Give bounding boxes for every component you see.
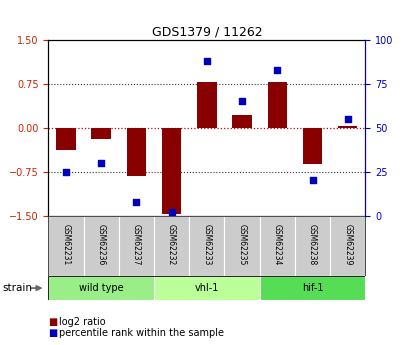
Bar <box>295 216 330 276</box>
Bar <box>189 216 224 276</box>
Text: wild type: wild type <box>79 283 123 293</box>
Bar <box>154 216 189 276</box>
Bar <box>92 128 111 139</box>
Bar <box>330 216 365 276</box>
Point <box>63 169 69 174</box>
Bar <box>56 128 76 150</box>
Text: GSM62238: GSM62238 <box>308 224 317 265</box>
Bar <box>224 216 260 276</box>
Bar <box>197 82 217 128</box>
Text: log2 ratio: log2 ratio <box>59 317 105 327</box>
Bar <box>127 128 146 176</box>
Bar <box>48 216 84 276</box>
Text: hif-1: hif-1 <box>302 283 323 293</box>
Text: strain: strain <box>2 283 32 293</box>
Text: GSM62239: GSM62239 <box>343 224 352 265</box>
Bar <box>119 216 154 276</box>
Title: GDS1379 / 11262: GDS1379 / 11262 <box>152 26 262 39</box>
Point <box>274 67 281 72</box>
Bar <box>84 216 119 276</box>
Point <box>239 99 245 104</box>
Bar <box>268 82 287 128</box>
Text: ■: ■ <box>48 328 58 338</box>
Bar <box>303 128 322 164</box>
Text: GSM62231: GSM62231 <box>61 224 71 265</box>
Bar <box>260 276 365 300</box>
Text: GSM62234: GSM62234 <box>273 224 282 265</box>
Text: ■: ■ <box>48 317 58 327</box>
Point <box>309 178 316 183</box>
Point <box>133 199 140 204</box>
Bar <box>154 276 260 300</box>
Bar <box>338 127 357 128</box>
Text: vhl-1: vhl-1 <box>194 283 219 293</box>
Point <box>203 58 210 63</box>
Text: GSM62232: GSM62232 <box>167 224 176 265</box>
Text: GSM62235: GSM62235 <box>238 224 247 265</box>
Point <box>168 209 175 215</box>
Text: GSM62233: GSM62233 <box>202 224 211 265</box>
Text: GSM62236: GSM62236 <box>97 224 106 265</box>
Point <box>344 116 351 122</box>
Point <box>98 160 105 166</box>
Bar <box>162 128 181 215</box>
Text: percentile rank within the sample: percentile rank within the sample <box>59 328 224 338</box>
Text: GSM62237: GSM62237 <box>132 224 141 265</box>
Bar <box>260 216 295 276</box>
Bar <box>48 276 154 300</box>
Bar <box>232 115 252 128</box>
